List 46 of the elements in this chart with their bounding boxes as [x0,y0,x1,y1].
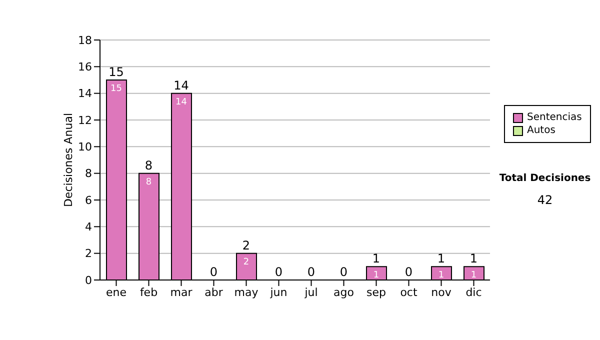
total-label: 0 [340,265,348,279]
y-tick-label: 14 [78,87,92,100]
total-label: 0 [307,265,316,279]
total-label: 1 [470,252,478,266]
x-tick-label: may [234,286,259,299]
data-label: 1 [373,270,380,281]
data-label: 2 [243,257,250,268]
y-tick-label: 0 [85,274,92,287]
total-label: 2 [242,238,250,252]
x-tick-label: jul [304,286,318,299]
total-label: 1 [372,252,380,266]
data-label: 1 [470,270,477,281]
y-tick-label: 18 [78,34,92,47]
x-tick-label: ago [334,286,354,299]
legend-label: Autos [527,124,556,137]
x-tick-label: dic [466,286,482,299]
y-tick-label: 6 [85,194,92,207]
total-label: 0 [274,265,283,279]
x-tick-label: sep [366,286,386,299]
text: 42 [536,193,554,207]
total-label: 15 [108,65,124,79]
data-label: 15 [110,84,122,94]
x-tick-label: feb [140,286,158,299]
y-tick-label: 12 [78,114,92,127]
x-tick-label: nov [431,286,452,299]
y-tick-label: 8 [85,167,92,180]
data-label: 1 [438,270,444,281]
x-tick-label: jun [269,286,288,299]
y-tick-label: 4 [85,220,92,234]
y-tick-label: 16 [78,60,92,74]
data-label: 14 [176,97,188,108]
y-tick-label: 2 [85,247,92,260]
total-label: 8 [144,158,153,172]
total-label: 14 [174,78,189,92]
x-tick-label: oct [400,286,418,299]
text: Total Decisiones [498,173,592,184]
legend-label: Sentencias [527,111,582,124]
data-label: 8 [146,177,152,188]
x-tick-label: ene [106,286,127,299]
x-tick-label: abr [204,286,224,299]
x-tick-label: mar [170,286,193,299]
y-axis-title: Decisiones Anual [62,112,75,208]
total-label: 0 [404,265,413,279]
total-label: 1 [437,252,446,266]
y-tick-label: 10 [78,140,92,154]
total-label: 0 [210,265,218,279]
